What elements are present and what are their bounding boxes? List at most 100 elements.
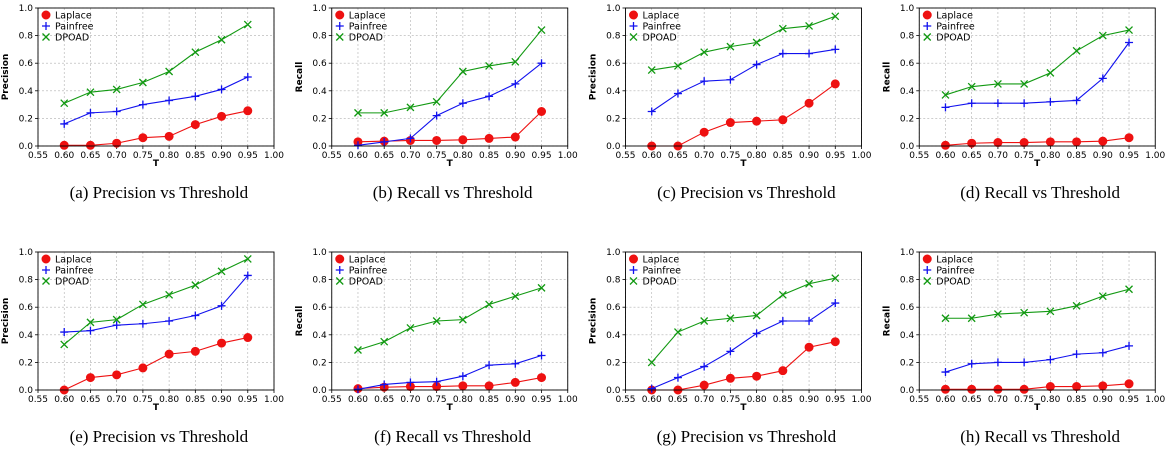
data-point-painfree <box>458 99 467 108</box>
data-point-painfree <box>647 107 656 116</box>
legend-label-dpoad: DPOAD <box>936 33 970 44</box>
x-tick-label: 0.85 <box>185 151 205 161</box>
data-point-dpoad <box>700 317 709 325</box>
data-point-laplace <box>778 366 788 376</box>
legend-label-dpoad: DPOAD <box>643 277 677 288</box>
legend-label-painfree: Painfree <box>55 22 94 33</box>
data-point-laplace <box>190 120 200 130</box>
x-tick-label: 0.60 <box>54 395 74 405</box>
x-tick-label: 1.00 <box>264 151 284 161</box>
data-point-laplace <box>940 140 950 150</box>
data-point-dpoad <box>191 281 200 290</box>
data-point-dpoad <box>537 283 546 292</box>
x-tick-label: 0.75 <box>427 395 447 405</box>
x-tick-label: 0.75 <box>720 395 740 405</box>
data-point-laplace <box>830 79 840 89</box>
legend-label-laplace: Laplace <box>936 11 973 22</box>
x-tick-label: 0.95 <box>1119 151 1139 161</box>
data-point-laplace <box>1124 379 1134 389</box>
data-point-dpoad <box>1046 68 1055 77</box>
data-point-dpoad <box>1098 31 1107 40</box>
data-point-dpoad <box>537 26 546 35</box>
y-axis-label: Precision <box>589 298 599 345</box>
data-point-laplace <box>804 342 814 352</box>
data-point-laplace <box>1045 137 1055 147</box>
x-tick-label: 0.80 <box>453 395 473 405</box>
legend-label-dpoad: DPOAD <box>643 33 677 44</box>
legend-label-painfree: Painfree <box>936 266 975 277</box>
chart-panel-6: 0.55 0.60 0.65 0.70 0.75 0.80 0.85 0.90 0.95 1.00… <box>295 248 578 446</box>
legend-marker-laplace <box>41 254 51 264</box>
series-line-painfree <box>64 76 249 125</box>
series-line-dpoad <box>945 288 1130 319</box>
data-point-dpoad <box>60 340 69 349</box>
panel-caption: (c) Precision vs Threshold <box>657 183 836 202</box>
x-tick-label: 0.90 <box>799 395 819 405</box>
data-point-dpoad <box>511 57 520 66</box>
data-point-painfree <box>993 99 1002 108</box>
data-point-dpoad <box>112 315 121 324</box>
data-point-dpoad <box>831 12 840 21</box>
chart-panel-1: 0.55 0.60 0.65 0.70 0.75 0.80 0.85 0.90 0.95 1.00… <box>1 4 284 202</box>
chart-panel-8: 0.55 0.60 0.65 0.70 0.75 0.80 0.85 0.90 0.95 1.00… <box>882 248 1165 446</box>
y-tick-label: 0.2 <box>312 358 326 368</box>
legend-marker-dpoad <box>629 33 638 41</box>
y-tick-label: 0.2 <box>900 114 914 124</box>
legend-label-laplace: Laplace <box>55 255 92 266</box>
data-point-dpoad <box>673 62 682 70</box>
y-tick-label: 1.0 <box>19 4 34 14</box>
legend-label-laplace: Laplace <box>55 11 92 22</box>
legend-label-laplace: Laplace <box>643 11 680 22</box>
x-tick-label: 0.75 <box>133 395 153 405</box>
y-tick-label: 1.0 <box>900 248 915 258</box>
data-point-dpoad <box>941 314 950 323</box>
x-tick-label: 0.85 <box>479 395 499 405</box>
data-point-laplace <box>138 363 148 373</box>
data-point-dpoad <box>458 67 467 76</box>
legend-label-painfree: Painfree <box>936 22 975 33</box>
legend-marker-dpoad <box>923 33 932 41</box>
y-axis-label: Recall <box>295 306 305 337</box>
data-point-painfree <box>511 359 520 368</box>
x-tick-label: 0.65 <box>962 395 982 405</box>
data-point-painfree <box>432 377 441 386</box>
legend-marker-painfree <box>335 266 344 274</box>
legend-marker-laplace <box>922 254 932 264</box>
x-axis-label: T <box>447 403 454 413</box>
x-tick-label: 1.00 <box>851 151 871 161</box>
y-tick-label: 0.8 <box>19 32 34 42</box>
x-axis-label: T <box>740 159 747 169</box>
y-tick-label: 0.0 <box>312 142 327 152</box>
data-point-dpoad <box>86 318 95 327</box>
y-tick-label: 0.8 <box>19 276 34 286</box>
series-line-painfree <box>651 48 836 112</box>
data-point-dpoad <box>1125 26 1133 35</box>
x-tick-label: 0.85 <box>773 151 793 161</box>
data-point-laplace <box>112 370 122 380</box>
series-line-dpoad <box>945 29 1130 96</box>
series-line-painfree <box>945 345 1130 373</box>
chart-panel-5: 0.55 0.60 0.65 0.70 0.75 0.80 0.85 0.90 0.95 1.00… <box>1 248 284 446</box>
legend-marker-painfree <box>42 266 50 274</box>
y-tick-label: 1.0 <box>19 248 34 258</box>
data-point-painfree <box>778 317 787 325</box>
data-point-painfree <box>1020 358 1029 367</box>
data-point-painfree <box>831 45 840 54</box>
x-tick-label: 0.85 <box>1067 395 1087 405</box>
data-point-dpoad <box>726 314 735 323</box>
data-point-laplace <box>243 106 253 116</box>
chart-panel-7: 0.55 0.60 0.65 0.70 0.75 0.80 0.85 0.90 0.95 1.00… <box>589 248 872 446</box>
data-point-painfree <box>726 347 735 356</box>
data-point-painfree <box>1098 348 1107 357</box>
data-point-painfree <box>432 111 441 120</box>
data-point-painfree <box>1046 97 1055 106</box>
y-tick-label: 0.4 <box>312 331 327 341</box>
data-point-painfree <box>86 326 95 335</box>
x-tick-label: 0.55 <box>909 395 929 405</box>
data-point-laplace <box>752 371 762 381</box>
y-axis-label: Precision <box>589 54 599 101</box>
data-point-painfree <box>805 317 814 325</box>
